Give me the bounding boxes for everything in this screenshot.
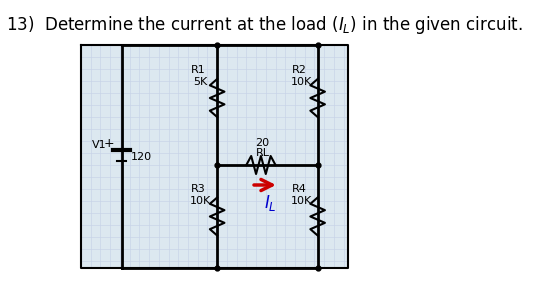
Text: 13)  Determine the current at the load ($I_L$) in the given circuit.: 13) Determine the current at the load ($… <box>7 14 523 36</box>
Text: +: + <box>104 137 114 150</box>
Text: $I_L$: $I_L$ <box>264 193 277 213</box>
Text: RL: RL <box>255 148 269 158</box>
FancyBboxPatch shape <box>81 45 349 268</box>
Text: 20: 20 <box>255 138 269 148</box>
Text: R2: R2 <box>292 65 306 75</box>
Text: R3: R3 <box>191 183 206 193</box>
Text: R4: R4 <box>292 183 306 193</box>
Text: V1: V1 <box>92 139 106 149</box>
Text: 5K: 5K <box>193 77 207 87</box>
Text: 10K: 10K <box>291 77 312 87</box>
Text: 120: 120 <box>131 151 152 162</box>
Text: 10K: 10K <box>190 195 211 206</box>
Text: R1: R1 <box>191 65 206 75</box>
Text: 10K: 10K <box>291 195 312 206</box>
